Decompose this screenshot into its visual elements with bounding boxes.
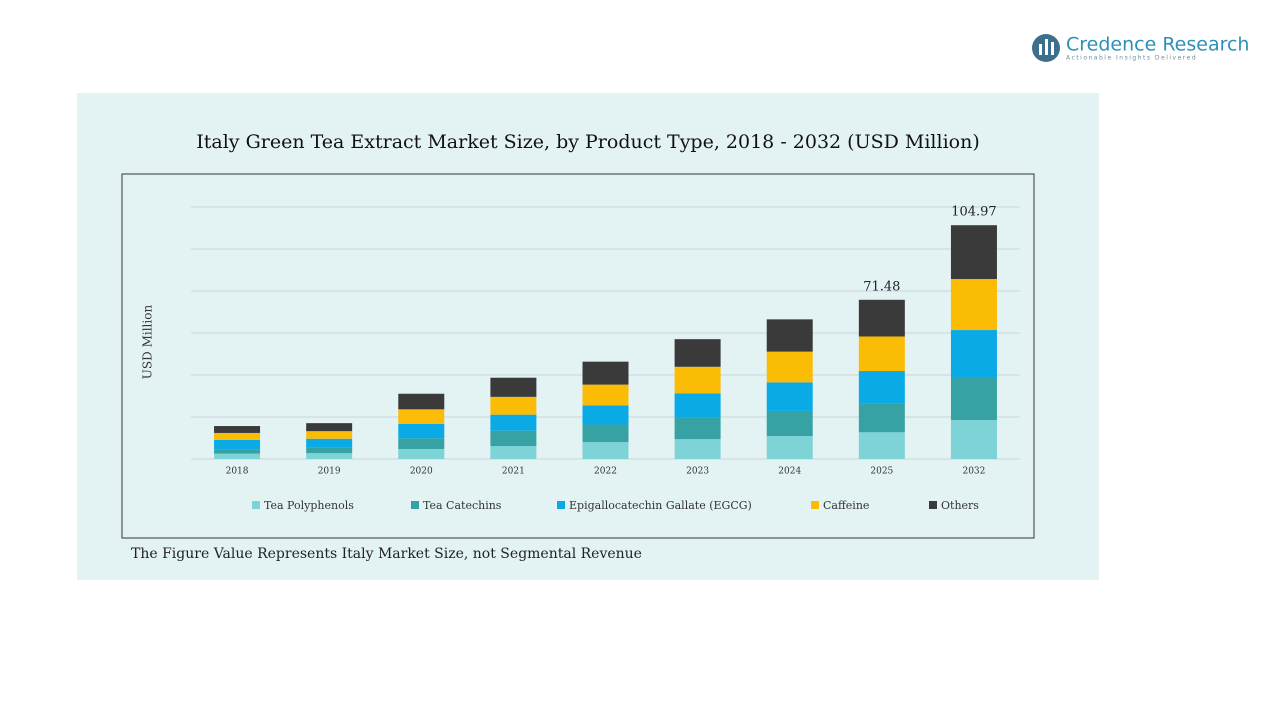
x-tick-label: 2024 xyxy=(778,467,801,477)
x-tick-label: 2022 xyxy=(594,467,617,477)
legend-label: Tea Polyphenols xyxy=(264,499,354,512)
x-tick-label: 2021 xyxy=(502,467,525,477)
bar-segment xyxy=(950,279,997,331)
plot-frame xyxy=(121,173,1035,539)
bar-segment xyxy=(490,430,537,447)
bar-segment xyxy=(582,405,629,425)
brand-name: Credence Research xyxy=(1066,34,1249,56)
bar-segment xyxy=(306,438,353,448)
bar-segment xyxy=(674,339,721,367)
bar-segment xyxy=(214,449,261,454)
bar-segment xyxy=(490,446,537,459)
bar-segment xyxy=(674,366,721,394)
legend-swatch xyxy=(929,501,937,509)
bar-segment xyxy=(766,351,813,383)
bar-segment xyxy=(858,403,905,433)
bar-segment xyxy=(766,319,813,352)
logo-bar xyxy=(1045,39,1048,55)
legend-label: Others xyxy=(941,499,979,512)
bar-segment xyxy=(582,424,629,443)
bar-segment xyxy=(674,417,721,440)
x-tick-label: 2020 xyxy=(410,467,433,477)
bar-segment xyxy=(398,448,445,459)
bar-segment xyxy=(858,371,905,404)
bar-segment xyxy=(306,423,353,432)
bar-segment xyxy=(214,439,261,450)
bar-segment xyxy=(858,299,905,337)
bar-segment xyxy=(582,384,629,406)
bar-segment xyxy=(674,439,721,459)
bar-segment xyxy=(858,336,905,372)
legend-swatch xyxy=(557,501,565,509)
bar-segment xyxy=(950,330,997,378)
bar-segment xyxy=(858,432,905,459)
bar-segment xyxy=(490,396,537,415)
logo-bar xyxy=(1051,42,1054,55)
bar-segment xyxy=(950,377,997,421)
bar-segment xyxy=(674,393,721,418)
x-tick-label: 2019 xyxy=(318,467,341,477)
logo-bar xyxy=(1039,44,1042,55)
bar-segment xyxy=(306,431,353,439)
legend-label: Caffeine xyxy=(823,499,869,512)
chart-title: Italy Green Tea Extract Market Size, by … xyxy=(196,131,979,153)
bar-segment xyxy=(490,414,537,431)
legend-swatch xyxy=(411,501,419,509)
bar-segment xyxy=(398,423,445,439)
bar-segment xyxy=(950,225,997,280)
x-tick-label: 2025 xyxy=(870,467,893,477)
x-tick-label: 2018 xyxy=(226,467,249,477)
bar-segment xyxy=(766,410,813,437)
legend-label: Tea Catechins xyxy=(423,499,502,512)
bar-segment xyxy=(398,409,445,424)
total-label: 104.97 xyxy=(951,205,997,220)
bar-segment xyxy=(766,382,813,411)
bar-segment xyxy=(950,420,997,459)
logo: Credence Research Actionable Insights De… xyxy=(1032,34,1249,62)
x-tick-label: 2032 xyxy=(962,467,985,477)
bar-segment xyxy=(214,426,261,433)
bar-segment xyxy=(214,453,261,459)
x-tick-label: 2023 xyxy=(686,467,709,477)
bar-segment xyxy=(582,361,629,385)
bar-segment xyxy=(398,438,445,449)
footnote: The Figure Value Represents Italy Market… xyxy=(131,546,642,562)
bar-segment xyxy=(306,447,353,454)
bar-segment xyxy=(582,442,629,459)
bar-segment xyxy=(398,393,445,410)
legend-swatch xyxy=(811,501,819,509)
bar-segment xyxy=(306,453,353,459)
bar-segment xyxy=(766,436,813,459)
total-label: 71.48 xyxy=(863,279,900,294)
bar-segment xyxy=(490,377,537,397)
legend-label: Epigallocatechin Gallate (EGCG) xyxy=(569,499,752,512)
brand-tagline: Actionable Insights Delivered xyxy=(1066,55,1197,62)
legend-swatch xyxy=(252,501,260,509)
y-axis-label: USD Million xyxy=(141,305,155,380)
bar-segment xyxy=(214,432,261,440)
